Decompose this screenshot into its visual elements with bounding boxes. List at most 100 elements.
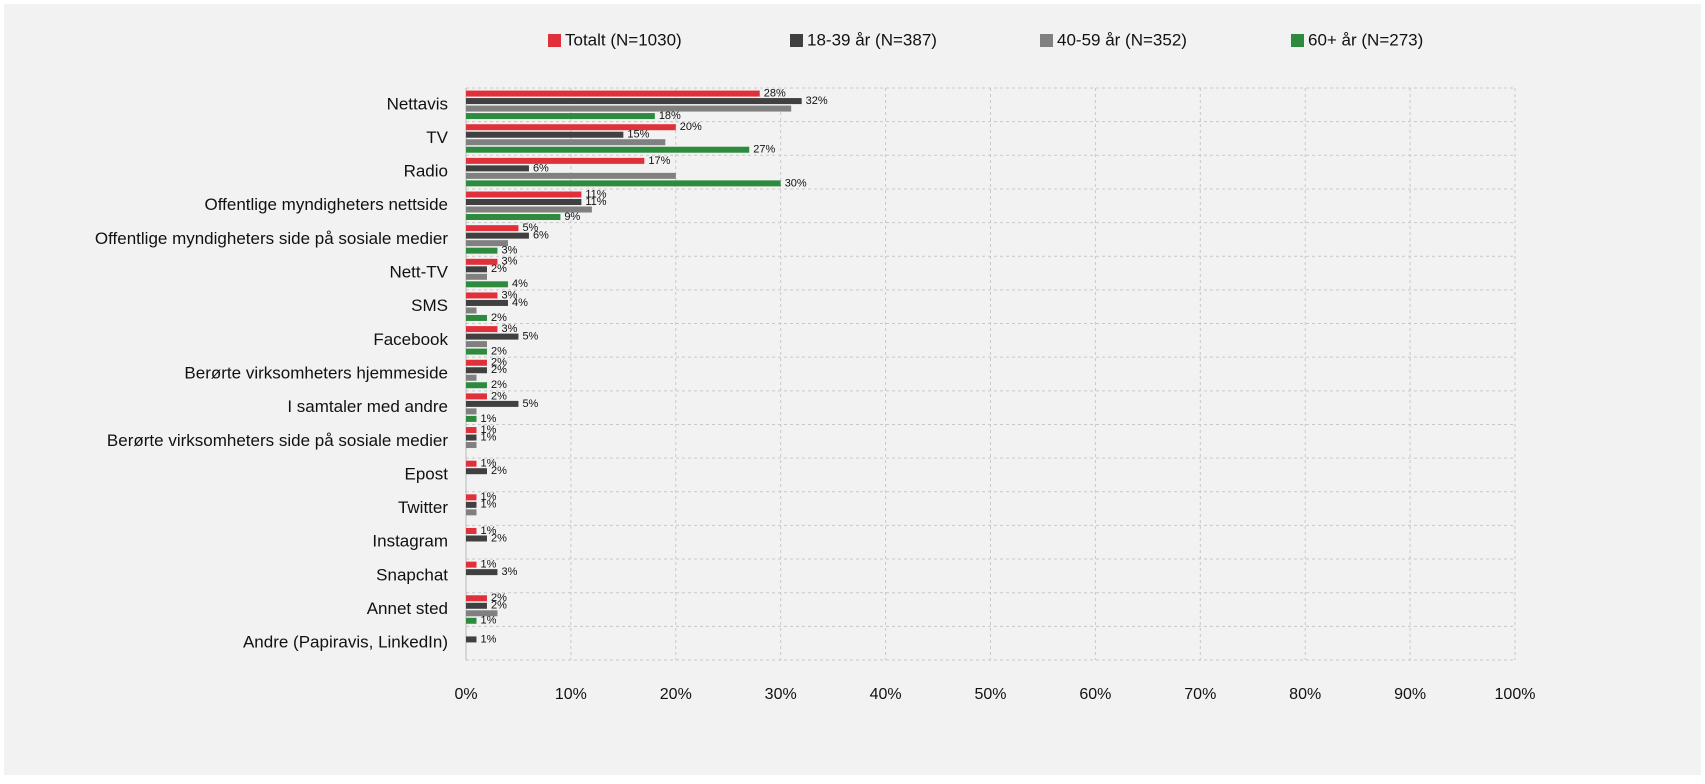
bar [466,569,498,576]
bar [466,191,582,198]
data-label: 3% [501,289,517,301]
bar [466,367,487,374]
legend-label: 18-39 år (N=387) [807,30,937,49]
bar [466,146,750,153]
bar [466,460,477,467]
legend-label: Totalt (N=1030) [565,30,682,49]
x-tick-label: 60% [1079,686,1111,703]
data-label: 1% [480,633,496,645]
data-label: 4% [512,297,528,309]
legend-swatch [790,34,803,47]
data-label: 3% [501,256,517,268]
data-label: 17% [648,155,670,167]
bar [466,501,477,508]
bar [466,595,487,602]
x-tick-label: 100% [1495,686,1536,703]
legend-swatch [1291,34,1304,47]
bar [466,314,487,321]
bar [466,124,676,131]
bar [466,341,487,348]
bar [466,157,645,164]
data-label: 2% [491,600,507,612]
bar [466,165,529,172]
bar [466,299,508,306]
bar [466,442,477,449]
data-label: 3% [501,566,517,578]
bar [466,348,487,355]
bar [466,232,529,239]
data-label: 9% [564,211,580,223]
bar [466,602,487,609]
y-tick-label: Nett-TV [389,263,448,282]
bar [466,307,477,314]
bar [466,617,477,624]
data-label: 1% [480,499,496,511]
x-tick-label: 40% [870,686,902,703]
data-label: 18% [659,110,681,122]
bar [466,105,792,112]
data-label: 5% [522,222,538,234]
data-label: 1% [480,525,496,537]
bar [466,468,487,475]
bar [466,258,498,265]
bar [466,527,477,534]
data-label: 11% [585,188,606,200]
data-label: 1% [480,615,496,627]
bar [466,393,487,400]
x-tick-label: 10% [555,686,587,703]
data-label: 32% [806,95,828,107]
data-label: 1% [480,458,496,470]
y-tick-label: Berørte virksomheters hjemmeside [184,363,448,382]
bar [466,206,592,213]
x-tick-label: 70% [1184,686,1216,703]
bar [466,90,760,97]
bar [466,535,487,542]
bar [466,266,487,273]
legend-swatch [1040,34,1053,47]
y-tick-label: Epost [405,464,449,483]
data-label: 28% [764,87,786,99]
y-tick-label: Snapchat [376,565,448,584]
data-label: 6% [533,230,549,242]
y-tick-label: Twitter [398,498,448,517]
bar [466,180,781,187]
bar [466,434,477,441]
y-tick-label: Facebook [373,330,448,349]
x-tick-label: 30% [765,686,797,703]
bar [466,131,624,138]
legend-label: 40-59 år (N=352) [1057,30,1187,49]
bar [466,292,498,299]
data-label: 30% [785,177,807,189]
data-label: 2% [491,379,507,391]
bar [466,636,477,643]
data-label: 2% [491,312,507,324]
data-label: 27% [753,144,775,156]
legend-swatch [548,34,561,47]
bar [466,610,498,617]
chart-background [4,4,1701,775]
y-tick-label: Annet sted [367,599,448,618]
data-label: 2% [491,364,507,376]
y-tick-label: Instagram [372,532,448,551]
data-label: 1% [480,424,496,436]
x-tick-label: 0% [454,686,477,703]
data-label: 6% [533,162,549,174]
data-label: 4% [512,278,528,290]
data-label: 5% [522,398,538,410]
data-label: 2% [491,346,507,358]
data-label: 2% [491,465,507,477]
x-tick-label: 80% [1289,686,1321,703]
data-label: 1% [480,431,496,443]
x-tick-label: 90% [1394,686,1426,703]
bar [466,240,508,247]
data-label: 15% [627,129,649,141]
data-label: 2% [491,532,507,544]
data-label: 1% [480,491,496,503]
bar [466,273,487,280]
data-label: 2% [491,390,507,402]
y-tick-label: TV [426,128,448,147]
bar [466,139,666,146]
bar [466,247,498,254]
data-label: 2% [491,357,507,369]
